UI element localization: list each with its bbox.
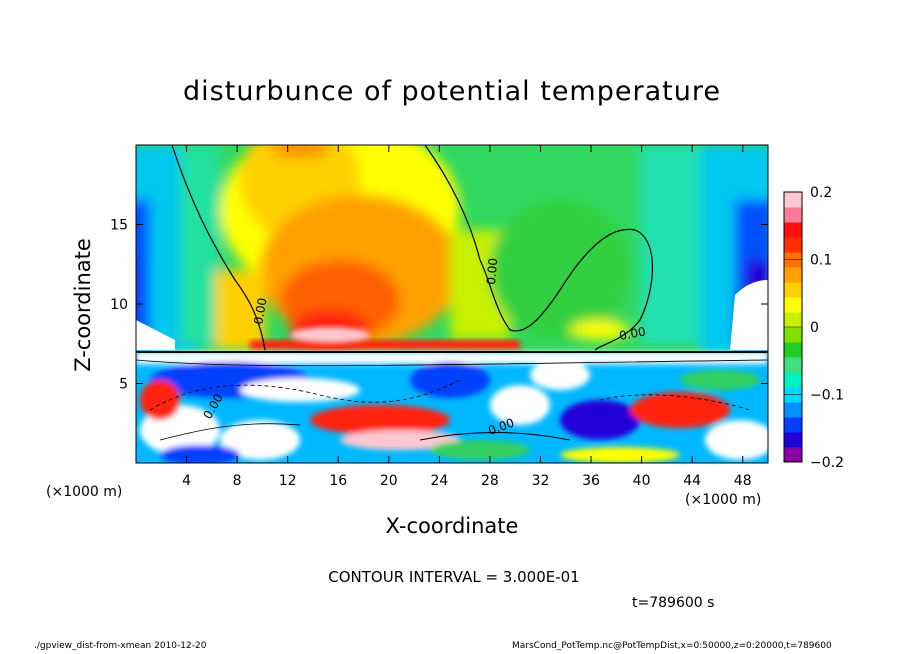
x-axis-unit-right: (×1000 m)	[685, 492, 762, 508]
x-tick-label: 8	[233, 473, 242, 489]
contour-label: 0.00	[484, 257, 500, 285]
x-tick-label: 4	[182, 473, 191, 489]
x-tick-label: 36	[582, 473, 600, 489]
x-tick-label: 44	[683, 473, 701, 489]
x-tick-label: 48	[734, 473, 752, 489]
x-tick-label: 40	[633, 473, 651, 489]
colorbar-swatch	[784, 327, 802, 343]
colorbar-swatch	[784, 342, 802, 358]
contour-interval-text: CONTOUR INTERVAL = 3.000E-01	[328, 568, 580, 586]
colorbar-swatch	[784, 192, 802, 208]
colorbar-tick-label: 0.1	[810, 253, 832, 269]
colorbar-swatch	[784, 282, 802, 298]
footer-left: ./gpview_dist-from-xmean 2010-12-20	[34, 641, 207, 651]
colorbar-swatch	[784, 237, 802, 253]
colorbar-swatch	[784, 447, 802, 463]
x-axis-ticks: 4 8 12 16 20 24 28 32 36 40 44 48	[182, 145, 752, 489]
x-tick-label: 32	[532, 473, 550, 489]
colorbar-swatch	[784, 222, 802, 238]
contour-label: 0.00	[618, 325, 647, 343]
heatmap-field	[136, 145, 768, 463]
colorbar-swatch	[784, 372, 802, 388]
x-tick-label: 24	[430, 473, 448, 489]
contour-label: 0.00	[251, 297, 269, 326]
colorbar-swatch	[784, 357, 802, 373]
time-label: t=789600 s	[632, 595, 715, 611]
x-tick-label: 12	[279, 473, 297, 489]
colorbar-swatch	[784, 267, 802, 283]
x-axis-label: X-coordinate	[385, 514, 519, 538]
x-tick-label: 20	[380, 473, 398, 489]
x-axis-unit-left: (×1000 m)	[46, 484, 123, 500]
colorbar-swatch	[784, 207, 802, 223]
colorbar-swatch	[784, 402, 802, 418]
y-axis-label: Z-coordinate	[71, 238, 95, 372]
colorbar-swatch	[784, 312, 802, 328]
colorbar-swatch	[784, 432, 802, 448]
colorbar-swatch	[784, 417, 802, 433]
y-axis-ticks: 5 10 15	[110, 218, 768, 393]
x-tick-label: 28	[481, 473, 499, 489]
y-tick-label: 10	[110, 297, 128, 313]
y-tick-label: 5	[119, 377, 128, 393]
chart-title: disturbunce of potential temperature	[183, 76, 721, 107]
colorbar-tick-label: 0.2	[810, 185, 832, 201]
x-tick-label: 16	[329, 473, 347, 489]
colorbar: 0.2 0.1 0 −0.1 −0.2	[783, 185, 844, 471]
colorbar-tick-label: −0.2	[810, 455, 844, 471]
colorbar-tick-label: 0	[810, 320, 819, 336]
colorbar-swatch	[784, 297, 802, 313]
footer-right: MarsCond_PotTemp.nc@PotTempDist,x=0:5000…	[512, 641, 832, 651]
colorbar-tick-label: −0.1	[810, 388, 844, 404]
contour-lines	[136, 145, 768, 441]
y-tick-label: 15	[110, 218, 128, 234]
